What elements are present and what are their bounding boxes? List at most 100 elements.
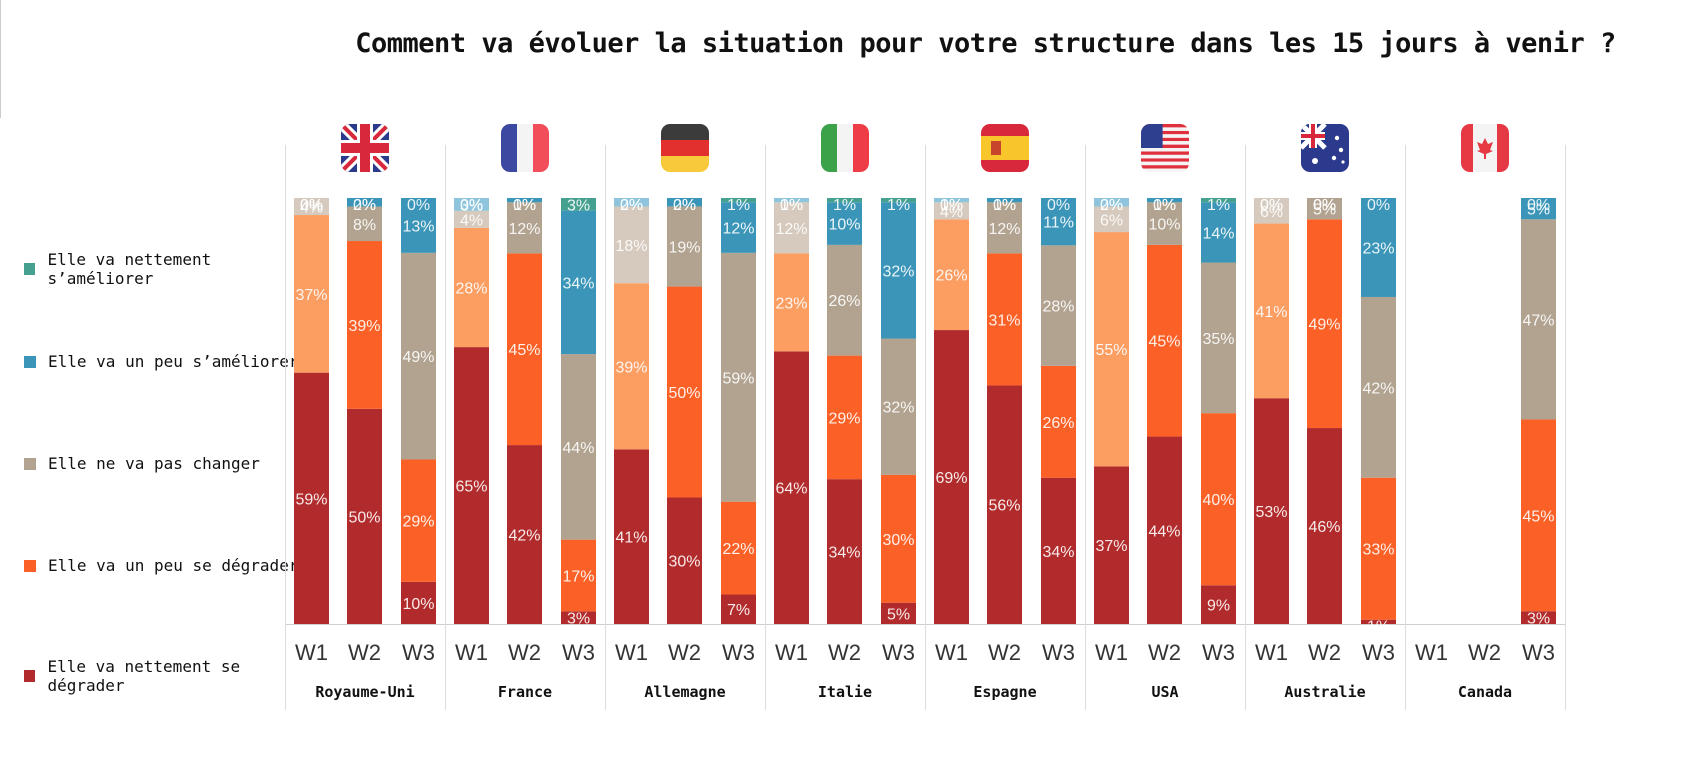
data-label: 0% <box>1047 197 1070 214</box>
data-label: 40% <box>1202 492 1234 509</box>
bar-segment <box>401 581 436 624</box>
wave-tick-label: W3 <box>402 640 435 665</box>
bar-segment <box>1094 466 1129 624</box>
bar-segment <box>934 219 969 331</box>
data-label: 26% <box>935 268 967 285</box>
legend-item: Elle ne va pas changer <box>24 454 260 473</box>
data-label: 17% <box>562 568 594 585</box>
germany-flag-icon <box>661 124 709 172</box>
data-label: 50% <box>668 385 700 402</box>
data-label: 41% <box>1255 304 1287 321</box>
wave-tick-label: W1 <box>455 640 488 665</box>
legend-item: Elle va un peu s’améliorer <box>24 352 298 371</box>
data-label: 0% <box>780 197 803 214</box>
bar-segment <box>827 355 862 480</box>
bar-segment <box>1147 244 1182 437</box>
data-label: 46% <box>1308 519 1340 536</box>
data-label: 69% <box>935 470 967 487</box>
bar-segment <box>827 202 862 245</box>
data-label: 31% <box>988 312 1020 329</box>
bar-segment <box>507 202 542 254</box>
data-label: 0% <box>300 197 323 214</box>
data-label: 1% <box>833 197 856 214</box>
bar-segment <box>561 611 596 624</box>
data-label: 47% <box>1522 312 1554 329</box>
data-label: 4% <box>940 204 963 221</box>
data-label: 65% <box>455 479 487 496</box>
bar-segment <box>1361 477 1396 620</box>
wave-tick-label: W2 <box>508 640 541 665</box>
data-label: 45% <box>508 342 540 359</box>
wave-tick-label: W1 <box>1415 640 1448 665</box>
wave-tick-label: W2 <box>668 640 701 665</box>
bar-segment <box>614 206 649 284</box>
data-label: 1% <box>887 197 910 214</box>
data-label: 4% <box>300 200 323 217</box>
wave-tick-label: W1 <box>1095 640 1128 665</box>
australia-flag-icon <box>1301 124 1349 172</box>
data-label: 45% <box>1522 508 1554 525</box>
bar-segment <box>507 198 542 203</box>
bar-segment <box>401 459 436 582</box>
bar-segment <box>401 198 436 253</box>
bar-segment <box>721 501 756 595</box>
data-label: 28% <box>1042 299 1074 316</box>
bar-segment <box>507 253 542 446</box>
data-label: 55% <box>1095 342 1127 359</box>
bar-segment <box>1521 419 1556 612</box>
data-label: 0% <box>300 197 323 214</box>
country-label: Espagne <box>973 683 1036 701</box>
data-label: 30% <box>668 554 700 571</box>
bar-segment <box>934 202 969 220</box>
data-label: 13% <box>402 218 434 235</box>
data-label: 34% <box>562 275 594 292</box>
data-label: 35% <box>1202 331 1234 348</box>
data-label: 44% <box>1148 523 1180 540</box>
data-label: 3% <box>1527 611 1550 628</box>
usa-flag-icon <box>1141 124 1189 172</box>
bar-segment <box>721 252 756 502</box>
data-label: 3% <box>567 197 590 214</box>
legend-label: Elle va un peu se dégrader <box>48 556 299 575</box>
bar-segment <box>1041 245 1076 366</box>
bar-segment <box>1361 296 1396 478</box>
wave-tick-label: W3 <box>1362 640 1395 665</box>
bar-segment <box>987 385 1022 624</box>
data-label: 12% <box>988 221 1020 238</box>
chart-title: Comment va évoluer la situation pour vot… <box>355 28 1616 59</box>
bar-segment <box>827 198 862 203</box>
bar-segment <box>667 286 702 498</box>
country-label: Allemagne <box>644 683 725 701</box>
bar-segment <box>1521 198 1556 220</box>
data-label: 44% <box>562 440 594 457</box>
data-label: 2% <box>353 197 376 214</box>
bar-segment <box>347 408 382 624</box>
data-label: 1% <box>513 197 536 214</box>
country-label: Royaume-Uni <box>315 683 414 701</box>
bar-segment <box>987 253 1022 386</box>
data-label: 39% <box>615 359 647 376</box>
data-label: 10% <box>402 596 434 613</box>
data-label: 12% <box>775 221 807 238</box>
country-label: Italie <box>818 683 872 701</box>
bar-segment <box>1041 477 1076 624</box>
bar-segment <box>774 253 809 352</box>
italy-flag-icon <box>821 124 869 172</box>
bar-segment <box>1201 585 1236 624</box>
legend-label: Elle va nettement s’améliorer <box>47 250 212 288</box>
wave-tick-label: W1 <box>1255 640 1288 665</box>
data-label: 0% <box>407 197 430 214</box>
bar-segment <box>1307 219 1342 429</box>
data-label: 41% <box>615 530 647 547</box>
data-label: 0% <box>513 197 536 214</box>
legend-label: Elle va nettement se dégrader <box>47 657 241 695</box>
data-label: 34% <box>1042 544 1074 561</box>
data-label: 49% <box>1308 317 1340 334</box>
bar-segment <box>294 372 329 624</box>
bar-segment <box>1041 198 1076 246</box>
bar-segment <box>347 198 382 207</box>
wave-tick-label: W3 <box>562 640 595 665</box>
data-label: 0% <box>1153 197 1176 214</box>
bar-segment <box>881 198 916 203</box>
